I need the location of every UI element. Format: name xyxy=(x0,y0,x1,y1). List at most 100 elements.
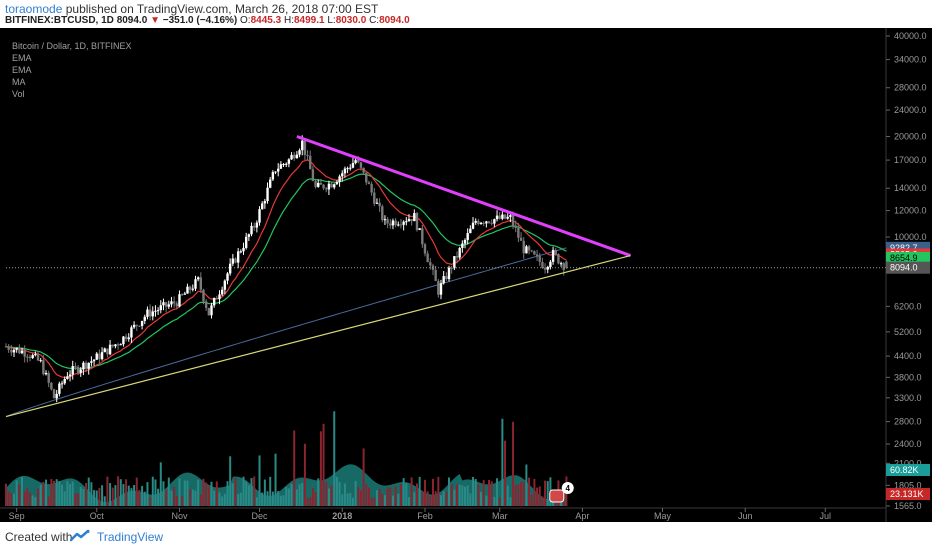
candle-body xyxy=(458,247,461,258)
candle-body xyxy=(423,244,427,254)
volume-bar xyxy=(239,492,242,506)
volume-bar xyxy=(506,485,509,506)
candle-body xyxy=(263,201,267,204)
volume-bar xyxy=(143,491,146,506)
volume-bar xyxy=(442,491,445,506)
volume-bar xyxy=(109,483,112,506)
candle-body xyxy=(50,382,53,390)
candle-body xyxy=(175,303,178,307)
volume-bar xyxy=(122,484,125,506)
volume-bar xyxy=(221,496,224,506)
low-value: 8030.0 xyxy=(335,15,367,26)
volume-bar xyxy=(151,476,154,506)
candle-body xyxy=(314,181,317,187)
volume-bar xyxy=(13,493,16,506)
volume-bar xyxy=(322,423,325,506)
candle-body xyxy=(559,263,563,265)
volume-bar xyxy=(223,493,226,506)
legend-item-ma[interactable]: MA xyxy=(12,77,26,87)
volume-bar xyxy=(343,483,346,506)
volume-bar xyxy=(77,493,80,506)
volume-bar xyxy=(237,494,240,506)
candle-body xyxy=(445,276,448,280)
legend-item-ema-1[interactable]: EMA xyxy=(12,53,32,63)
volume-bar xyxy=(133,484,136,506)
volume-bar xyxy=(7,491,10,506)
volume-label-bg xyxy=(886,488,930,500)
volume-bar xyxy=(138,489,141,506)
volume-bar xyxy=(488,480,491,506)
candle-body xyxy=(90,361,93,363)
volume-bar xyxy=(381,493,384,506)
author-link[interactable]: toraomode xyxy=(5,2,63,16)
candle-body xyxy=(191,288,195,290)
candle-body xyxy=(20,350,24,354)
volume-bar xyxy=(226,481,229,506)
candle-body xyxy=(455,256,459,258)
last-price-label-bg xyxy=(886,261,930,274)
candle-body xyxy=(418,228,421,230)
candle-body xyxy=(327,183,331,190)
volume-bar xyxy=(186,480,189,506)
volume-bar xyxy=(183,480,186,506)
chart-area[interactable]: 40000.0 34000.0 28000.0 24000.0 20000.0 17000… xyxy=(0,28,932,522)
volume-bar xyxy=(231,483,234,506)
candle-body xyxy=(386,219,389,224)
volume-bar xyxy=(327,488,330,506)
candle-body xyxy=(554,249,557,255)
candle-body xyxy=(106,348,109,355)
candle-body xyxy=(322,184,325,189)
candle-body xyxy=(23,350,26,357)
volume-bar xyxy=(319,431,322,506)
x-tick-label: May xyxy=(654,511,672,521)
volume-bar xyxy=(106,476,109,506)
volume-bar xyxy=(461,485,464,506)
volume-bar xyxy=(367,487,370,506)
legend-item-ema-2[interactable]: EMA xyxy=(12,65,32,75)
candle-body xyxy=(207,307,211,316)
volume-bar xyxy=(357,486,360,506)
volume-bar xyxy=(247,485,250,506)
candle-body xyxy=(156,310,160,312)
tradingview-logo-icon[interactable] xyxy=(70,529,92,543)
candle-body xyxy=(277,168,280,172)
volume-bar xyxy=(285,486,288,506)
volume-bar xyxy=(541,496,544,506)
volume-bar xyxy=(450,484,453,506)
volume-bar xyxy=(517,484,520,506)
candle-body xyxy=(183,293,187,295)
tradingview-brand[interactable]: TradingView xyxy=(97,530,164,544)
candle-body xyxy=(122,336,125,345)
volume-bar xyxy=(189,489,192,506)
y-tick-label: 6200.0 xyxy=(894,301,922,311)
candle-body xyxy=(87,362,90,369)
volume-bar xyxy=(405,483,408,506)
candle-body xyxy=(490,222,493,224)
candle-body xyxy=(242,247,245,252)
candle-body xyxy=(250,225,253,235)
candle-body xyxy=(434,269,437,281)
volume-bar xyxy=(536,487,539,506)
candle-body xyxy=(383,219,387,221)
candle-body xyxy=(290,154,293,160)
candle-body xyxy=(365,172,368,183)
volume-bar xyxy=(498,497,501,506)
last-price-label: 8094.0 xyxy=(890,263,918,273)
volume-bar xyxy=(546,481,549,506)
price-chart[interactable]: 40000.0 34000.0 28000.0 24000.0 20000.0 17000… xyxy=(0,28,932,522)
volume-bar xyxy=(530,494,533,506)
volume-bar xyxy=(175,496,178,506)
candle-body xyxy=(303,140,307,156)
volume-bar xyxy=(154,479,157,506)
candle-body xyxy=(215,298,219,300)
volume-bar xyxy=(429,496,432,506)
volume-bar xyxy=(117,476,120,506)
volume-bar xyxy=(373,497,376,506)
x-tick-label: Jun xyxy=(738,511,753,521)
volume-bar xyxy=(407,497,410,506)
legend-item-vol[interactable]: Vol xyxy=(12,89,25,99)
candle-body xyxy=(407,218,411,222)
candle-body xyxy=(252,225,256,228)
high-value: 8499.1 xyxy=(293,15,325,26)
volume-bar xyxy=(45,479,48,506)
